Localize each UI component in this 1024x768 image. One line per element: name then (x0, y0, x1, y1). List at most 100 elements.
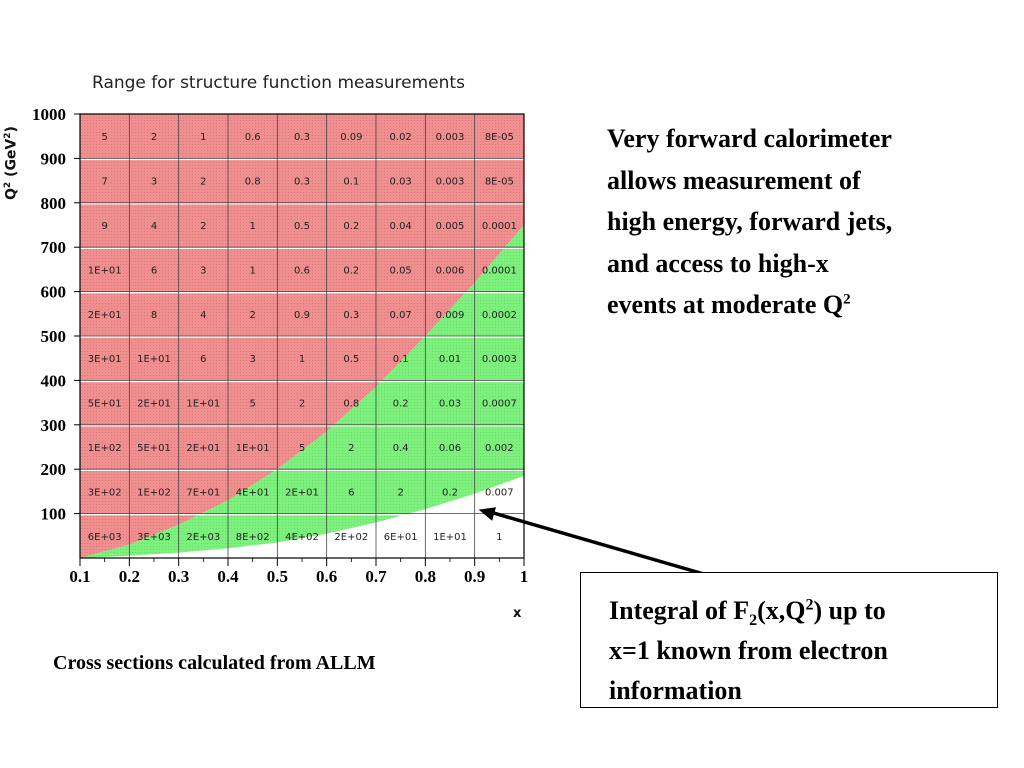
cell-value-label: 0.09 (340, 132, 362, 143)
x-tick-label: 0.3 (168, 567, 189, 586)
cell-value-label: 0.0001 (482, 221, 517, 232)
cell-value-label: 1E+01 (433, 532, 467, 543)
cell-value-label: 1 (299, 354, 305, 365)
cell-value-label: 0.02 (390, 132, 412, 143)
cell-value-label: 5E+01 (88, 399, 122, 410)
cell-value-label: 8E+02 (236, 532, 270, 543)
cell-value-label: 2 (200, 221, 206, 232)
cell-value-label: 0.6 (245, 132, 261, 143)
cell-value-label: 0.04 (390, 221, 412, 232)
x-tick-label: 0.1 (69, 567, 90, 586)
cell-value-label: 0.4 (393, 443, 409, 454)
cell-value-label: 3E+03 (137, 532, 171, 543)
cell-value-label: 0.2 (393, 399, 409, 410)
cell-value-label: 6 (348, 487, 354, 498)
x-tick-label: 0.4 (217, 567, 239, 586)
cell-value-label: 5E+01 (137, 443, 171, 454)
cell-value-label: 4 (200, 310, 206, 321)
cell-value-label: 0.2 (343, 221, 359, 232)
cell-value-label: 6E+01 (384, 532, 418, 543)
y-tick-label: 200 (41, 460, 67, 479)
cell-value-label: 1E+01 (186, 399, 220, 410)
cell-value-label: 0.002 (485, 443, 514, 454)
cell-value-label: 3 (200, 265, 206, 276)
cell-value-label: 0.2 (442, 487, 458, 498)
cell-value-label: 0.6 (294, 265, 310, 276)
cell-value-label: 3E+01 (88, 354, 122, 365)
chart-title: Range for structure function measurement… (92, 73, 465, 93)
cell-value-label: 5 (249, 399, 255, 410)
cell-value-label: 1 (249, 221, 255, 232)
cell-value-label: 1 (249, 265, 255, 276)
cell-value-label: 6 (200, 354, 206, 365)
annotation-line-5: events at moderate Q2 (607, 290, 851, 319)
y-tick-label: 400 (41, 371, 67, 390)
cell-value-label: 5 (299, 443, 305, 454)
cell-value-label: 4E+02 (285, 532, 319, 543)
x-tick-label: 0.5 (267, 567, 288, 586)
cell-value-label: 2 (397, 487, 403, 498)
cell-value-label: 1 (496, 532, 502, 543)
footnote: Cross sections calculated from ALLM (53, 652, 376, 674)
cell-value-label: 0.3 (343, 310, 359, 321)
cell-value-label: 4 (151, 221, 157, 232)
y-tick-label: 300 (41, 416, 67, 435)
y-tick-label: 600 (41, 283, 67, 302)
cell-value-label: 4E+01 (236, 487, 270, 498)
cell-value-label: 0.5 (343, 354, 359, 365)
cell-value-label: 0.2 (343, 265, 359, 276)
cell-value-label: 1E+01 (137, 354, 171, 365)
cell-value-label: 0.9 (294, 310, 310, 321)
cell-value-label: 9 (101, 221, 107, 232)
cell-value-label: 0.006 (436, 265, 465, 276)
x-tick-label: 0.7 (365, 567, 387, 586)
x-tick-label: 1 (520, 567, 529, 586)
cell-value-label: 2E+01 (88, 310, 122, 321)
green-region (80, 225, 524, 558)
x-tick-label: 0.9 (464, 567, 485, 586)
x-tick-label: 0.8 (415, 567, 436, 586)
annotation-line-2: allows measurement of (607, 165, 861, 195)
cell-value-label: 1 (200, 132, 206, 143)
cell-value-label: 0.0003 (482, 354, 517, 365)
cell-value-label: 0.07 (390, 310, 412, 321)
x-tick-label: 0.2 (119, 567, 140, 586)
cell-value-label: 2E+01 (186, 443, 220, 454)
integral-note-box: Integral of F2(x,Q2) up to x=1 known fro… (580, 572, 998, 708)
cell-value-label: 0.3 (294, 177, 310, 188)
cell-value-label: 8E-05 (485, 177, 514, 188)
cell-value-label: 0.0007 (482, 399, 517, 410)
cell-value-label: 0.5 (294, 221, 310, 232)
cell-value-label: 2 (299, 399, 305, 410)
cell-value-label: 0.005 (436, 221, 465, 232)
cell-value-label: 0.0002 (482, 310, 517, 321)
annotation-line-3: high energy, forward jets, (607, 207, 893, 236)
cell-value-label: 0.3 (294, 132, 310, 143)
cell-value-label: 0.01 (439, 354, 461, 365)
cell-value-label: 0.03 (439, 399, 461, 410)
note-line-2: x=1 known from electron (609, 636, 888, 665)
cell-value-label: 3E+02 (88, 487, 122, 498)
cell-value-label: 1E+02 (88, 443, 122, 454)
cell-value-label: 0.06 (439, 443, 461, 454)
note-line-1: Integral of F2(x,Q2) up to (609, 596, 886, 630)
y-tick-label: 800 (41, 194, 67, 213)
y-tick-label: 500 (41, 327, 67, 346)
cell-value-label: 2 (249, 310, 255, 321)
cell-value-label: 7 (101, 177, 107, 188)
y-tick-label: 900 (41, 149, 67, 168)
x-tick-label: 0.6 (316, 567, 337, 586)
cell-value-label: 6 (151, 265, 157, 276)
cell-value-label: 3 (249, 354, 255, 365)
cell-value-label: 2E+02 (334, 532, 368, 543)
cell-value-label: 0.05 (390, 265, 412, 276)
y-tick-label: 100 (41, 505, 67, 524)
cell-value-label: 3 (151, 177, 157, 188)
annotation-line-1: Very forward calorimeter (607, 124, 892, 153)
cell-value-label: 2 (151, 132, 157, 143)
cell-value-label: 0.8 (245, 177, 261, 188)
x-axis-label: x (513, 606, 522, 621)
y-tick-label: 1000 (32, 105, 66, 124)
y-tick-label: 700 (41, 238, 67, 257)
